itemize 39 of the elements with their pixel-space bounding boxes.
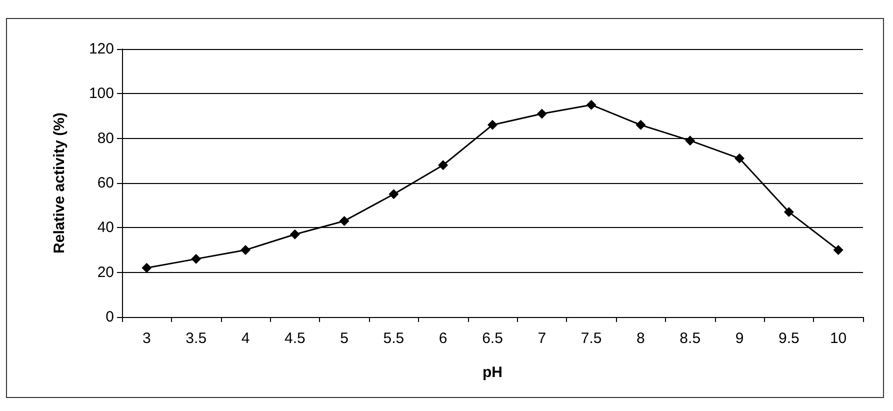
x-tick-label: 3 [142,330,151,347]
x-tick-label: 4.5 [284,330,306,347]
x-tick-label: 4 [241,330,250,347]
x-tick-label: 7.5 [580,330,602,347]
point [685,136,696,146]
point [339,216,350,226]
point [142,262,152,273]
x-tick-label: 7 [538,330,546,347]
point [586,100,596,110]
point [488,120,498,130]
x-tick-label: 8.5 [680,330,701,347]
x-tick-label: 5.5 [383,330,404,347]
x-tick-label: 3.5 [186,330,207,347]
y-axis-title: Relative activity (%) [51,112,68,254]
y-tick-label: 60 [97,174,114,192]
y-tick-label: 0 [106,308,114,326]
x-axis-title: pH [482,364,502,381]
point [734,153,744,164]
point [784,207,794,218]
x-tick-label: 5 [340,330,348,347]
x-tick-label: 9 [735,330,744,347]
y-tick-label: 20 [97,264,114,281]
x-tick-label: 8 [636,330,645,347]
point [240,245,250,255]
point [388,189,399,200]
y-tick-label: 100 [88,85,114,102]
y-tick-label: 120 [88,40,114,58]
point [438,160,448,170]
point [636,120,646,130]
y-tick-label: 40 [97,219,114,236]
x-tick-label: 10 [830,330,847,347]
point [833,245,844,255]
y-tick-label: 80 [97,130,114,147]
x-tick-label: 6.5 [482,330,503,347]
point [290,229,300,240]
point [191,254,202,264]
x-tick-label: 6 [438,330,448,347]
x-tick-label: 9.5 [778,330,800,347]
point [536,108,547,119]
